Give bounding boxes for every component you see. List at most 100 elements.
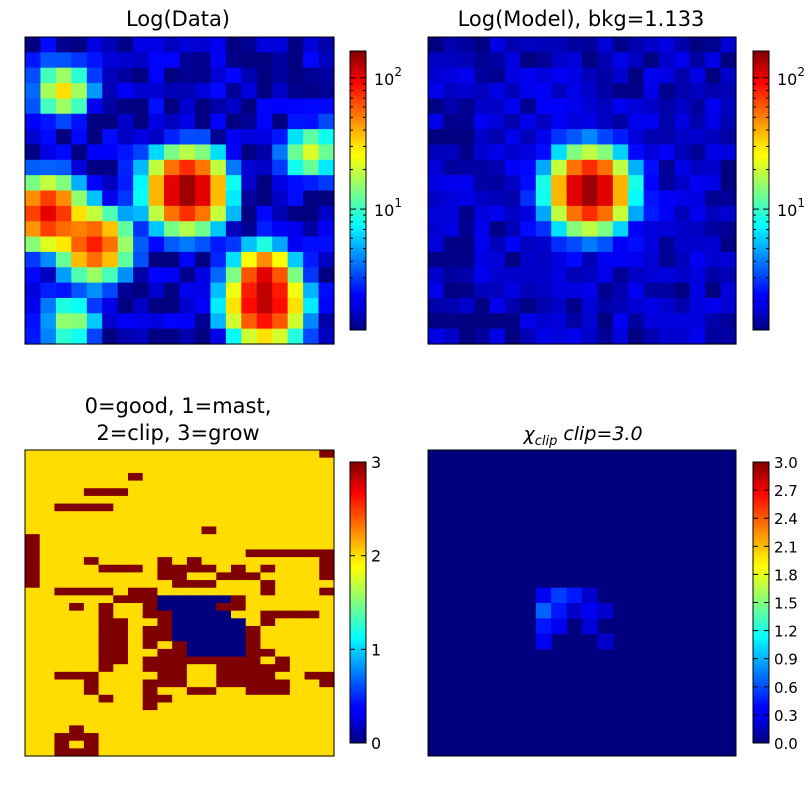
mask-cell [201, 511, 217, 520]
heatmap-cell [40, 159, 57, 176]
heatmap-cell [566, 236, 583, 253]
mask-cell [128, 710, 144, 719]
heatmap-cell [25, 251, 42, 268]
mask-cell [172, 717, 188, 726]
mask-cell [54, 503, 70, 512]
heatmap-cell [241, 236, 258, 253]
heatmap-cell [705, 175, 722, 192]
mask-cell [69, 580, 85, 589]
mask-cell [98, 488, 114, 497]
heatmap-cell [551, 328, 568, 345]
heatmap-cell [628, 113, 645, 130]
heatmap-cell [164, 129, 181, 146]
heatmap-cell [443, 129, 460, 146]
mask-cell [231, 702, 247, 711]
heatmap-cell [86, 175, 103, 192]
heatmap-cell [489, 175, 506, 192]
mask-cell [304, 557, 320, 566]
heatmap-cell [225, 83, 242, 99]
mask-cell [128, 641, 144, 650]
mask-cell [216, 549, 232, 558]
mask-cell [245, 450, 262, 459]
mask-cell [113, 511, 129, 520]
heatmap-cell [102, 282, 119, 299]
heatmap-cell [474, 297, 491, 314]
heatmap-cell [133, 159, 150, 176]
mask-cell [39, 587, 56, 596]
mask-cell [216, 564, 232, 573]
mask-cell [113, 679, 129, 688]
mask-cell [39, 710, 56, 719]
mask-cell [25, 587, 41, 596]
heatmap-cell [241, 297, 258, 314]
mask-cell [304, 472, 320, 482]
heatmap-cell [520, 67, 537, 84]
heatmap-cell [133, 297, 150, 314]
mask-cell [69, 687, 85, 696]
heatmap-cell [628, 159, 645, 176]
mask-cell [128, 725, 144, 734]
heatmap-cell [720, 159, 737, 176]
heatmap-cell [55, 267, 72, 284]
heatmap-cell [720, 37, 737, 53]
heatmap-cell [179, 175, 196, 192]
mask-cell [245, 549, 262, 558]
mask-cell [275, 488, 291, 497]
mask-cell [83, 450, 100, 459]
heatmap-cell [705, 113, 722, 130]
mask-cell [319, 495, 335, 505]
mask-cell [260, 725, 276, 734]
mask-cell [201, 495, 217, 505]
heatmap-cell [505, 313, 521, 330]
heatmap-cell [689, 129, 706, 146]
heatmap-cell [133, 175, 150, 192]
heatmap-cell [428, 328, 444, 345]
mask-cell [157, 541, 173, 551]
mask-cell [113, 733, 129, 742]
mask-cell [98, 495, 114, 505]
heatmap-cell [612, 113, 629, 130]
mask-cell [231, 518, 247, 528]
heatmap-cell [489, 83, 506, 99]
heatmap-cell [318, 144, 335, 161]
heatmap-cell [272, 221, 289, 238]
heatmap-cell [225, 313, 242, 330]
mask-cell [216, 603, 232, 612]
heatmap-cell [71, 328, 88, 345]
heatmap-cell [489, 328, 506, 345]
heatmap-cell [210, 282, 227, 299]
mask-cell [231, 603, 247, 612]
colorbar-tick-label: 102 [777, 65, 805, 89]
mask-cell [157, 733, 173, 742]
heatmap-cell [674, 313, 691, 330]
heatmap-cell [318, 251, 335, 268]
heatmap-cell [597, 83, 614, 99]
heatmap-cell [582, 83, 598, 99]
colorbar-tick-label: 0.3 [774, 707, 798, 725]
heatmap-cell [25, 159, 42, 176]
mask-cell [231, 503, 247, 512]
heatmap-cell [25, 313, 42, 330]
mask-cell [172, 725, 188, 734]
heatmap-cell [643, 113, 660, 130]
mask-cell [157, 495, 173, 505]
mask-cell [172, 702, 188, 711]
heatmap-cell [148, 144, 165, 161]
heatmap-cell [612, 98, 629, 115]
mask-cell [39, 564, 56, 573]
heatmap-cell [272, 175, 289, 192]
heatmap-cell [582, 67, 598, 84]
heatmap-cell [566, 67, 583, 84]
mask-cell [83, 457, 100, 466]
heatmap-cell [40, 251, 57, 268]
heatmap-cell [520, 205, 537, 222]
heatmap-cell [241, 251, 258, 268]
heatmap-cell [628, 190, 645, 207]
mask-cell [201, 472, 217, 482]
mask-cell [69, 671, 85, 681]
mask-cell [54, 656, 70, 665]
mask-cell [39, 595, 56, 604]
mask-cell [54, 595, 70, 604]
mask-cell [142, 580, 159, 589]
